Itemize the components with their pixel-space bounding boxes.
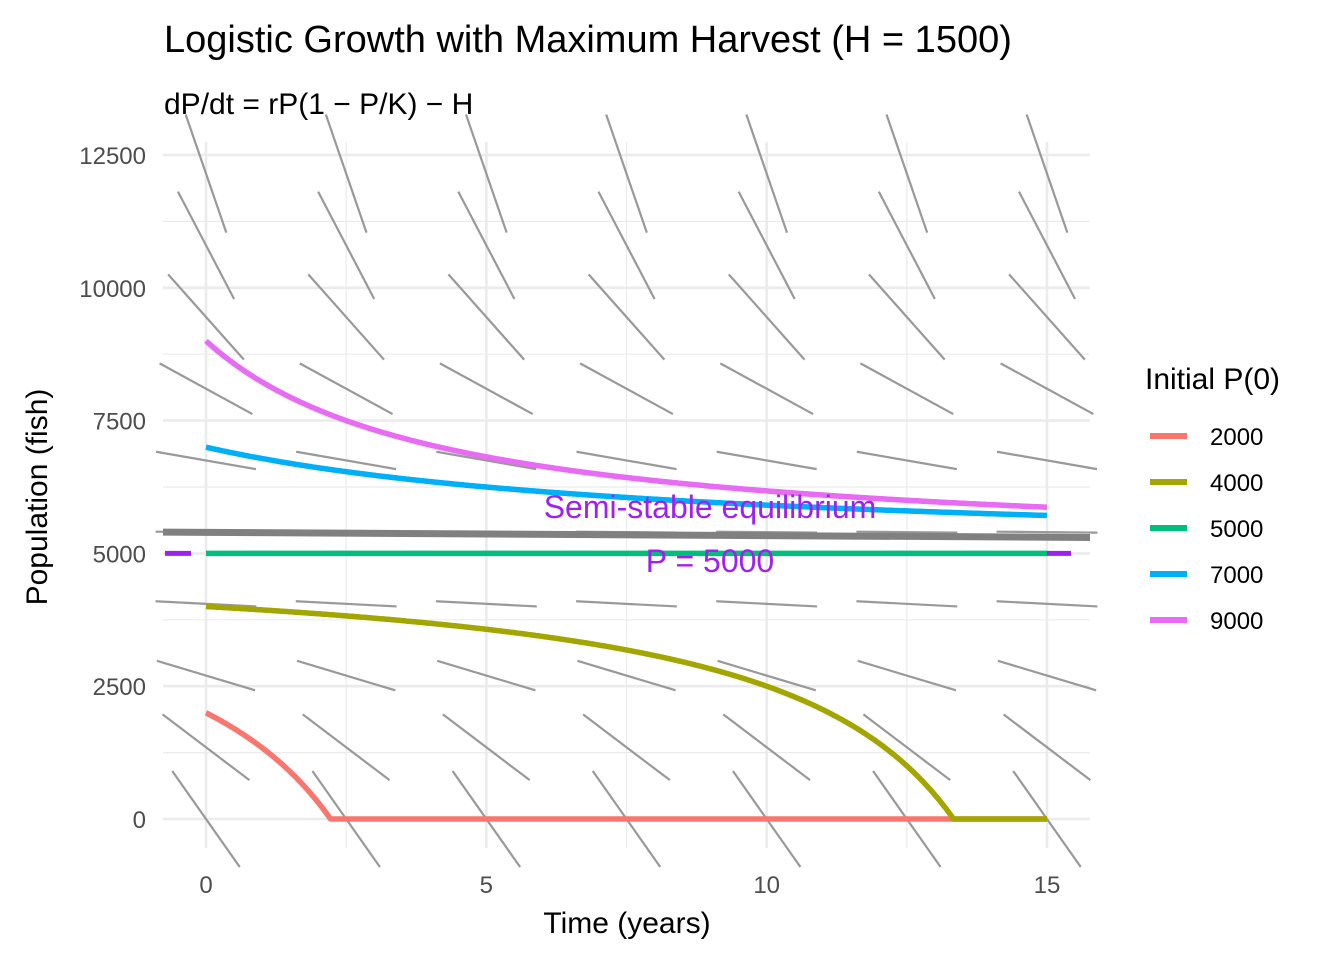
annotation-p-equals: P = 5000 bbox=[646, 543, 774, 579]
slope-segment bbox=[1017, 191, 1077, 300]
slope-segment bbox=[184, 114, 228, 234]
legend-item: 5000 bbox=[1150, 516, 1263, 543]
slope-segment bbox=[582, 713, 671, 782]
separatrix-line bbox=[162, 528, 1091, 541]
slope-segment bbox=[857, 659, 957, 692]
slope-segment bbox=[295, 450, 397, 471]
slope-segment bbox=[996, 450, 1098, 471]
slope-segment bbox=[159, 362, 253, 416]
y-axis-title: Population (fish) bbox=[21, 389, 54, 606]
slope-segment bbox=[856, 530, 958, 534]
slope-segment bbox=[587, 273, 666, 361]
y-tick-label: 2500 bbox=[93, 674, 146, 701]
slope-segment bbox=[868, 273, 946, 361]
slope-segment bbox=[862, 713, 951, 782]
legend-label: 9000 bbox=[1210, 608, 1263, 635]
slope-segment bbox=[597, 191, 656, 300]
slope-segment bbox=[161, 713, 251, 782]
legend-title: Initial P(0) bbox=[1145, 363, 1280, 396]
slope-segment bbox=[1008, 273, 1086, 361]
slope-segment bbox=[996, 530, 1098, 534]
slope-segment bbox=[295, 600, 397, 608]
legend-items: 2000 4000 5000 7000 9000 bbox=[1150, 424, 1263, 635]
chart-subtitle: dP/dt = rP(1 − P/K) − H bbox=[164, 88, 473, 121]
slope-segment bbox=[436, 659, 536, 692]
y-tick-label: 12500 bbox=[79, 143, 146, 170]
slope-segment bbox=[1025, 114, 1069, 234]
slope-segment bbox=[576, 600, 677, 608]
slope-segment bbox=[155, 600, 257, 608]
slope-segment bbox=[299, 362, 394, 416]
legend-label: 5000 bbox=[1210, 516, 1263, 543]
slope-segment bbox=[856, 600, 958, 608]
x-tick-label: 0 bbox=[199, 872, 212, 899]
y-axis-ticks: 0 2500 5000 7500 10000 12500 bbox=[79, 143, 146, 834]
series-line-9000 bbox=[204, 338, 1049, 510]
grid-minor bbox=[163, 142, 1090, 848]
chart-title: Logistic Growth with Maximum Harvest (H … bbox=[164, 19, 1012, 61]
slope-segment bbox=[302, 713, 391, 782]
slope-segment bbox=[577, 659, 676, 692]
legend-label: 4000 bbox=[1210, 470, 1263, 497]
slope-segment bbox=[727, 273, 806, 361]
legend-item: 7000 bbox=[1150, 562, 1263, 589]
slope-segment bbox=[464, 114, 508, 234]
series-line-4000 bbox=[204, 603, 1049, 822]
legend-item: 4000 bbox=[1150, 470, 1263, 497]
legend-label: 2000 bbox=[1210, 424, 1263, 451]
slope-segment bbox=[171, 770, 241, 868]
slope-segment bbox=[719, 362, 814, 416]
slope-segment bbox=[717, 659, 817, 692]
legend-item: 9000 bbox=[1150, 608, 1263, 635]
slope-segment bbox=[439, 362, 534, 416]
slope-segment bbox=[1000, 362, 1094, 416]
x-tick-label: 15 bbox=[1034, 872, 1061, 899]
slope-segment bbox=[877, 191, 936, 300]
slope-segment bbox=[436, 450, 537, 471]
slope-segment bbox=[605, 114, 648, 234]
slope-segment bbox=[442, 713, 531, 782]
slope-segment bbox=[745, 114, 789, 234]
y-tick-label: 0 bbox=[133, 807, 146, 834]
slope-segment bbox=[716, 450, 817, 471]
y-tick-label: 10000 bbox=[79, 276, 146, 303]
slope-segment bbox=[457, 191, 516, 300]
slope-segment bbox=[324, 114, 368, 234]
slope-segment bbox=[997, 659, 1097, 692]
slope-segment bbox=[856, 450, 958, 471]
slope-segment bbox=[996, 600, 1098, 608]
series-line-2000 bbox=[204, 710, 1049, 822]
slope-segment bbox=[167, 273, 245, 361]
slope-segment bbox=[156, 659, 256, 692]
legend-label: 7000 bbox=[1210, 562, 1263, 589]
slope-segment bbox=[1002, 713, 1092, 782]
legend-item: 2000 bbox=[1150, 424, 1263, 451]
legend: Initial P(0) 2000 4000 5000 7000 9000 bbox=[1145, 363, 1280, 635]
slope-segment bbox=[579, 362, 674, 416]
x-tick-label: 10 bbox=[753, 872, 780, 899]
annotation-semi-stable: Semi-stable equilibrium bbox=[544, 489, 877, 525]
slope-segment bbox=[737, 191, 796, 300]
slope-segment bbox=[317, 191, 376, 300]
slope-segment bbox=[859, 362, 954, 416]
slope-segment bbox=[716, 600, 818, 608]
slope-segment bbox=[296, 659, 396, 692]
slope-segment bbox=[435, 600, 537, 608]
slope-segment bbox=[885, 114, 929, 234]
x-axis-ticks: 0 5 10 15 bbox=[199, 872, 1060, 899]
slope-segment bbox=[447, 273, 526, 361]
y-tick-label: 5000 bbox=[93, 541, 146, 568]
slope-segment bbox=[307, 273, 385, 361]
slope-segment bbox=[722, 713, 811, 782]
y-tick-label: 7500 bbox=[93, 409, 146, 436]
slope-segment bbox=[155, 450, 257, 471]
slope-segment bbox=[176, 191, 236, 300]
series-lines bbox=[204, 338, 1049, 822]
x-tick-label: 5 bbox=[480, 872, 493, 899]
series-line-7000 bbox=[204, 444, 1049, 519]
x-axis-title: Time (years) bbox=[543, 907, 710, 940]
separatrix-grey-line bbox=[162, 528, 1091, 541]
slope-segment bbox=[576, 450, 677, 471]
